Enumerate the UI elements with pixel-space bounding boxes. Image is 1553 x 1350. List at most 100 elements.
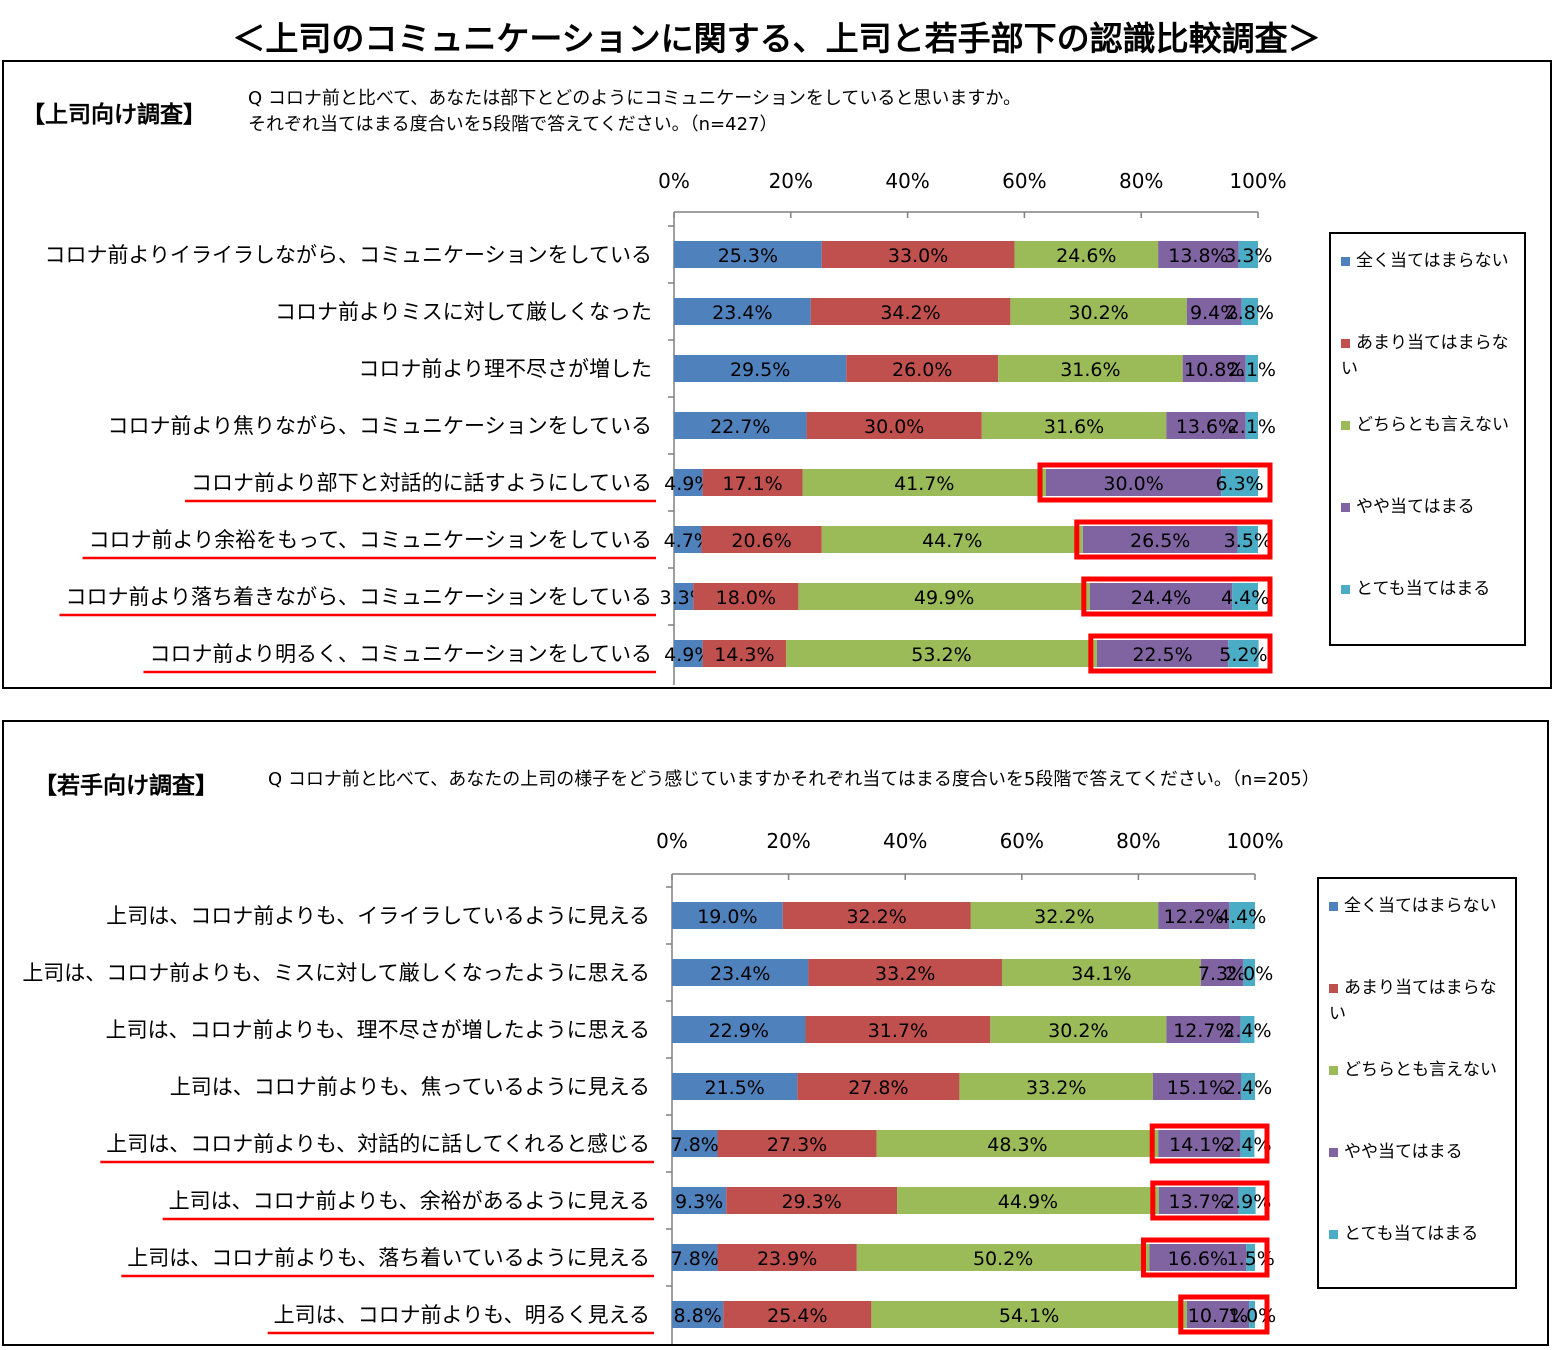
- data-label: 2.4%: [1224, 1077, 1272, 1099]
- legend-swatch: [1329, 901, 1338, 911]
- data-label: 30.2%: [1048, 1020, 1108, 1042]
- bar-segment: [674, 469, 703, 496]
- data-label: 10.7%: [1188, 1305, 1248, 1327]
- data-label: 31.7%: [868, 1020, 928, 1042]
- bar-segment: [717, 1130, 877, 1157]
- bar-segment: [1240, 1016, 1255, 1043]
- bar-segment: [674, 412, 807, 439]
- data-label: 4.4%: [1221, 587, 1269, 609]
- bar-segment: [1158, 1130, 1241, 1157]
- data-label: 22.7%: [710, 416, 770, 438]
- category-label: コロナ前より焦りながら、コミュニケーションをしている: [107, 414, 652, 438]
- data-label: 24.4%: [1131, 587, 1191, 609]
- data-label: 4.4%: [1218, 906, 1266, 928]
- bar-segment: [1089, 583, 1233, 610]
- bar-segment: [871, 1301, 1187, 1328]
- bar-segment: [1228, 640, 1259, 667]
- bar-segment: [1152, 1073, 1242, 1100]
- data-label: 34.1%: [1071, 963, 1131, 985]
- legend-label: やや当てはまる: [1344, 1142, 1463, 1162]
- data-label: 33.2%: [1026, 1077, 1086, 1099]
- bar-segment: [876, 1130, 1159, 1157]
- data-label: 15.1%: [1167, 1077, 1227, 1099]
- data-label: 7.8%: [671, 1248, 719, 1270]
- data-label: 5.2%: [1219, 644, 1267, 666]
- category-label: 上司は、コロナ前よりも、落ち着いているように見える: [127, 1246, 650, 1270]
- x-tick-label: 100%: [1229, 169, 1286, 193]
- data-label: 2.0%: [1225, 963, 1273, 985]
- junior-survey-chart: 0% 20% 40% 60% 80% 100% 上司は、コロナ前よりも、イライラしているよう…: [22, 829, 1284, 1344]
- data-label: 34.2%: [880, 302, 940, 324]
- x-tick-label: 20%: [766, 829, 810, 853]
- legend-label: とても当てはまる: [1356, 579, 1491, 599]
- data-label: 27.8%: [848, 1077, 908, 1099]
- data-label: 48.3%: [987, 1134, 1047, 1156]
- bar-segment: [1182, 355, 1246, 382]
- data-label: 4.7%: [664, 530, 712, 552]
- category-label: コロナ前より余裕をもって、コミュニケーションをしている: [89, 528, 652, 552]
- data-label: 25.3%: [718, 245, 778, 267]
- highlight-box: [1150, 1180, 1270, 1221]
- bar-segment: [701, 526, 822, 553]
- bar-segment: [674, 526, 702, 553]
- x-tick-label: 80%: [1119, 169, 1163, 193]
- legend-label: 全く当てはまらない: [1344, 896, 1497, 916]
- category-label: コロナ前より明るく、コミュニケーションをしている: [149, 642, 652, 666]
- data-label: 41.7%: [894, 473, 954, 495]
- bar-segment: [821, 526, 1083, 553]
- bar-segment: [1245, 355, 1258, 382]
- bar-segment: [693, 583, 799, 610]
- legend-label: あまり当てはまらない: [1329, 978, 1497, 1024]
- bar-segment: [1149, 1244, 1247, 1271]
- bar-segment: [1246, 1244, 1255, 1271]
- legend-swatch: [1341, 420, 1350, 430]
- bar-segment: [1221, 469, 1258, 496]
- legend-item: どちらとも言えない: [1341, 412, 1516, 438]
- legend-item: やや当てはまる: [1341, 494, 1516, 520]
- legend-item: 全く当てはまらない: [1329, 893, 1504, 919]
- bar-segment: [1010, 298, 1187, 325]
- bar-segment: [1186, 298, 1242, 325]
- bar-segment: [726, 1187, 898, 1214]
- bar-segment: [1158, 241, 1239, 268]
- highlight-box: [1178, 1294, 1270, 1335]
- legend-swatch: [1329, 1065, 1338, 1075]
- legend-swatch: [1341, 338, 1350, 348]
- bar-segment: [1082, 526, 1238, 553]
- category-label: コロナ前より部下と対話的に話すようにしている: [191, 471, 652, 495]
- bar-segment: [672, 1301, 724, 1328]
- bar-segment: [674, 640, 703, 667]
- bar-segment: [970, 902, 1159, 929]
- data-label: 7.8%: [671, 1134, 719, 1156]
- bar-segment: [1046, 469, 1222, 496]
- bar-segment: [674, 241, 822, 268]
- data-label: 22.9%: [709, 1020, 769, 1042]
- data-label: 30.0%: [1103, 473, 1163, 495]
- data-label: 22.5%: [1132, 644, 1192, 666]
- panel-label: 【若手向け調査】: [34, 773, 218, 799]
- data-label: 26.0%: [892, 359, 952, 381]
- bar-segment: [1241, 298, 1258, 325]
- data-label: 2.4%: [1223, 1134, 1271, 1156]
- data-label: 32.2%: [846, 906, 906, 928]
- x-tick-label: 0%: [658, 169, 690, 193]
- bar-segment: [672, 902, 783, 929]
- legend-item: あまり当てはまらない: [1341, 330, 1516, 382]
- highlight-box: [1037, 462, 1273, 503]
- manager-survey-chart: 0% 20% 40% 60% 80% 100% コロナ前よりイライラしながら、コミュニケーシ…: [44, 169, 1287, 685]
- panel-label: 【上司向け調査】: [22, 102, 206, 128]
- bar-segment: [802, 469, 1047, 496]
- bar-segment: [674, 298, 811, 325]
- data-label: 8.8%: [674, 1305, 722, 1327]
- data-label: 18.0%: [716, 587, 776, 609]
- data-label: 53.2%: [911, 644, 971, 666]
- data-label: 29.5%: [730, 359, 790, 381]
- bar-segment: [1241, 1073, 1255, 1100]
- bar-segment: [998, 355, 1183, 382]
- bar-segment: [702, 469, 803, 496]
- data-label: 44.9%: [998, 1191, 1058, 1213]
- bar-segment: [674, 355, 847, 382]
- bar-segment: [672, 1130, 718, 1157]
- category-label: 上司は、コロナ前よりも、明るく見える: [274, 1303, 650, 1327]
- survey-question: Q コロナ前と比べて、あなたは部下とどのようにコミュニケーションをしていると思い…: [248, 88, 1022, 135]
